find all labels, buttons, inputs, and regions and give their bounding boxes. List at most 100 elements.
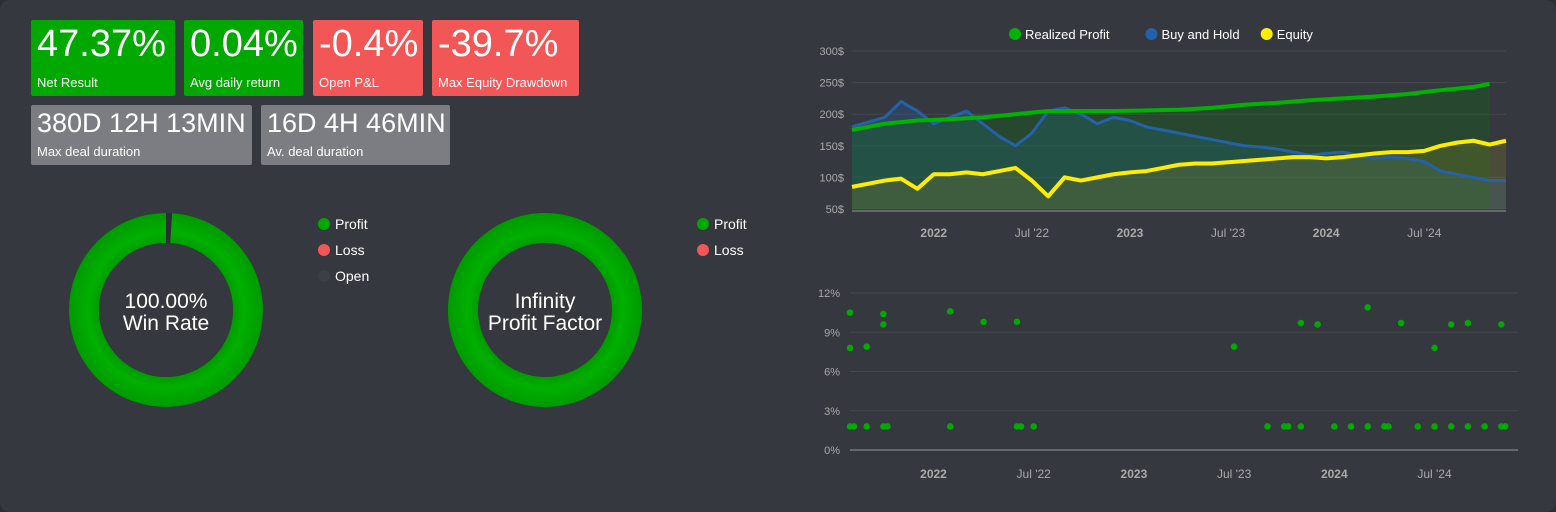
scatter-point[interactable] [1297, 423, 1305, 430]
win-rate-donut: 100.00% Win Rate [67, 211, 265, 409]
scatter-point[interactable] [1331, 423, 1338, 430]
scatter-point[interactable] [1498, 321, 1505, 328]
scatter-point[interactable] [884, 423, 891, 430]
net-result-label: Net Result [37, 75, 98, 90]
line-y-tick-label: 200$ [820, 109, 844, 121]
line-x-tick-label: Jul '22 [1015, 226, 1050, 240]
scatter-point[interactable] [850, 423, 858, 430]
scatter-point[interactable] [1017, 423, 1025, 430]
profit-factor-caption: Profit Factor [487, 312, 603, 335]
scatter-point[interactable] [880, 321, 887, 328]
win-rate-legend-profit[interactable]: Profit [318, 216, 368, 232]
scatter-point[interactable] [846, 344, 854, 352]
line-legend-dot-1[interactable] [1145, 28, 1158, 40]
legend-profit-label: Profit [335, 216, 368, 232]
line-legend-dot-0[interactable] [1009, 28, 1021, 40]
win-rate-donut-svg [68, 213, 263, 407]
scatter-point[interactable] [1431, 344, 1438, 352]
scatter-point[interactable] [846, 309, 854, 316]
scatter-point[interactable] [1464, 423, 1472, 430]
open-pnl-label: Open P&L [319, 75, 379, 90]
max-deal-duration-card: 380D 12H 13MIN Max deal duration [31, 105, 252, 165]
scatter-y-tick-label: 6% [824, 367, 840, 379]
max-drawdown-value: -39.7% [438, 23, 559, 65]
line-x-tick-label: 2022 [920, 226, 947, 240]
line-chart-axis: 300$ 250$ 200$ 150$ 100$ 50$ 2022 Jul '22 2023 Ju… [820, 46, 1506, 240]
legend-profit-label: Profit [714, 216, 747, 232]
line-x-tick-label: Jul '23 [1211, 226, 1246, 240]
scatter-point[interactable] [1013, 318, 1021, 326]
scatter-point[interactable] [1347, 423, 1355, 430]
scatter-point[interactable] [1464, 319, 1472, 327]
scatter-point[interactable] [946, 423, 954, 430]
scatter-point[interactable] [1230, 343, 1238, 350]
profit-factor-value: Infinity [514, 290, 576, 313]
scatter-point[interactable] [1364, 423, 1371, 430]
scatter-y-tick-label: 0% [824, 445, 840, 457]
scatter-point[interactable] [1314, 321, 1321, 328]
profit-factor-legend-loss[interactable]: Loss [697, 242, 744, 258]
win-rate-value: 100.00% [124, 290, 208, 313]
line-x-tick-label: Jul '24 [1407, 226, 1442, 240]
avg-deal-duration-card: 16D 4H 46MIN Av. deal duration [261, 105, 450, 165]
equity-line-chart: Realized Profit Buy and Hold Equity 300$ 25… [820, 27, 1507, 240]
scatter-point[interactable] [1481, 423, 1488, 430]
loss-dot-icon [697, 244, 709, 256]
scatter-point[interactable] [980, 318, 987, 326]
profit-factor-legend-profit[interactable]: Profit [697, 216, 747, 232]
scatter-point[interactable] [1297, 319, 1305, 327]
scatter-point[interactable] [1385, 423, 1392, 430]
scatter-point[interactable] [1264, 423, 1271, 430]
avg-deal-duration-label: Av. deal duration [267, 144, 364, 159]
line-y-tick-label: 250$ [820, 78, 844, 90]
scatter-x-tick-label: 2023 [1121, 467, 1148, 481]
scatter-chart-axis: 12% 9% 6% 3% 0% 2022 Jul '22 2023 Jul '23 2024 Jul… [818, 288, 1452, 481]
open-pnl-card: -0.4% Open P&L [313, 20, 423, 96]
scatter-point[interactable] [1364, 304, 1371, 311]
scatter-point[interactable] [880, 310, 887, 318]
line-x-tick-label: 2023 [1117, 226, 1144, 240]
scatter-point[interactable] [1397, 319, 1405, 327]
scatter-chart-points [846, 304, 1509, 430]
line-chart-legend: Realized Profit Buy and Hold Equity [1009, 27, 1313, 42]
scatter-point[interactable] [1030, 423, 1037, 430]
line-legend-label-2[interactable]: Equity [1277, 27, 1314, 42]
scatter-point[interactable] [1502, 423, 1509, 430]
line-y-tick-label: 50$ [826, 204, 844, 216]
scatter-point[interactable] [946, 308, 954, 315]
scatter-y-tick-label: 12% [818, 288, 840, 300]
scatter-point[interactable] [863, 343, 870, 350]
scatter-x-tick-label: Jul '23 [1217, 467, 1252, 481]
scatter-point[interactable] [1431, 423, 1438, 430]
line-legend-dot-2[interactable] [1260, 28, 1273, 40]
profit-factor-label: Infinity Profit Factor [446, 291, 644, 335]
scatter-point[interactable] [863, 423, 870, 430]
deal-returns-scatter-chart: 12% 9% 6% 3% 0% 2022 Jul '22 2023 Jul '23 2024 Jul… [818, 288, 1518, 481]
scatter-point[interactable] [1447, 423, 1455, 430]
profit-dot-icon [318, 218, 330, 230]
scatter-x-tick-label: Jul '22 [1017, 467, 1052, 481]
max-drawdown-label: Max Equity Drawdown [438, 75, 568, 90]
scatter-point[interactable] [1447, 321, 1455, 328]
line-legend-label-1[interactable]: Buy and Hold [1162, 27, 1240, 42]
line-y-tick-label: 150$ [820, 141, 844, 153]
scatter-x-tick-label: Jul '24 [1417, 467, 1452, 481]
scatter-point[interactable] [1284, 423, 1292, 430]
line-series-0[interactable] [851, 81, 1491, 132]
legend-loss-label: Loss [335, 242, 365, 258]
scatter-point[interactable] [1414, 423, 1422, 430]
net-result-value: 47.37% [37, 23, 166, 65]
scatter-y-tick-label: 3% [824, 406, 840, 418]
avg-daily-return-label: Avg daily return [190, 75, 281, 90]
avg-deal-duration-value: 16D 4H 46MIN [267, 108, 446, 138]
line-legend-label-0[interactable]: Realized Profit [1025, 27, 1110, 42]
win-rate-legend-loss[interactable]: Loss [318, 242, 365, 258]
win-rate-legend-open[interactable]: Open [318, 268, 369, 284]
line-series-2[interactable] [851, 138, 1507, 199]
legend-open-label: Open [335, 268, 370, 284]
win-rate-profit-arc[interactable] [68, 213, 263, 407]
max-drawdown-card: -39.7% Max Equity Drawdown [432, 20, 579, 96]
win-rate-caption: Win Rate [122, 312, 210, 335]
max-deal-duration-label: Max deal duration [37, 144, 141, 159]
